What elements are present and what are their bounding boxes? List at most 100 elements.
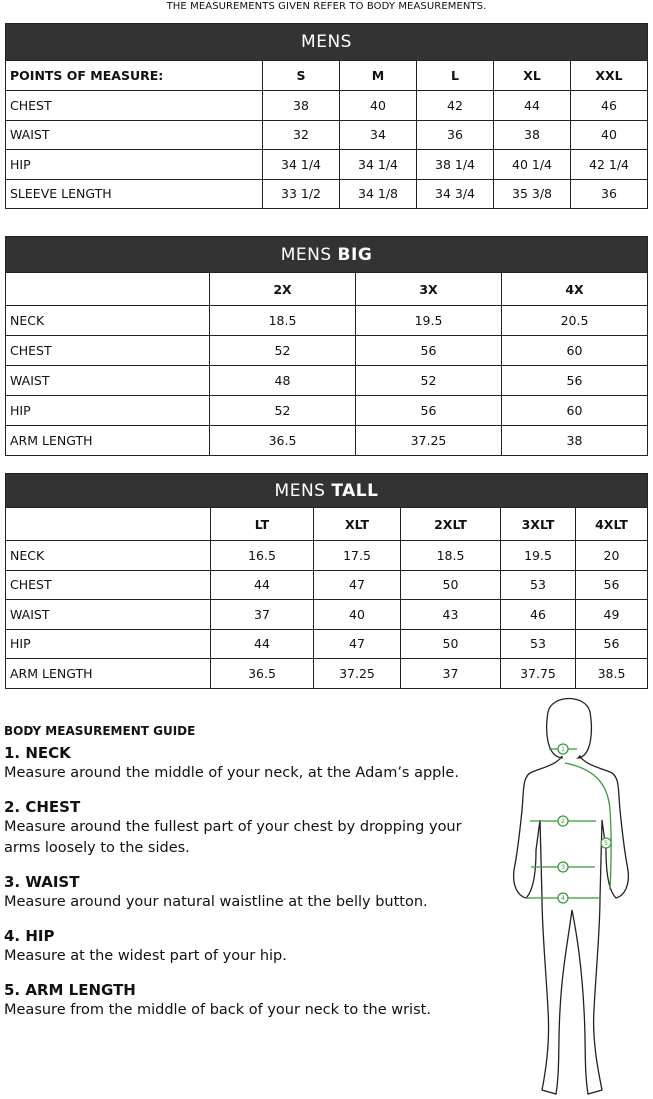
row-label: SLEEVE LENGTH — [5, 178, 263, 209]
table-row: NECK 16.5 17.5 18.5 19.5 20 — [5, 540, 648, 571]
cell: 56 — [355, 335, 502, 366]
cell: 52 — [355, 365, 502, 396]
cell: 56 — [355, 395, 502, 426]
cell: 40 — [570, 119, 648, 150]
marker-4 — [557, 892, 569, 904]
cell: 20.5 — [501, 305, 648, 336]
cell: 35 3/8 — [493, 178, 571, 209]
table-row: WAIST 37 40 43 46 49 — [5, 599, 648, 630]
marker-label: 4 — [561, 895, 565, 902]
table-row: SLEEVE LENGTH 33 1/2 34 1/8 34 3/4 35 3/8 36 — [5, 178, 648, 209]
guide-item: 3. WAIST Measure around your natural wais… — [4, 873, 484, 913]
guide-item-text: Measure at the widest part of your hip. — [4, 948, 287, 964]
table-row: WAIST 32 34 36 38 40 — [5, 119, 648, 150]
cell: 47 — [313, 628, 401, 659]
cell: 36.5 — [210, 658, 314, 689]
cell: 40 — [339, 90, 417, 121]
cell: XXL — [570, 60, 648, 91]
row-label: CHEST — [5, 90, 263, 121]
guide-item-text: Measure from the middle of back of your … — [4, 1002, 431, 1018]
cell: 44 — [210, 569, 314, 600]
cell: S — [262, 60, 340, 91]
cell: 2XLT — [400, 507, 501, 541]
row-label — [5, 507, 211, 541]
table-title: MENS BIG — [5, 236, 648, 273]
cell: 16.5 — [210, 540, 314, 571]
guide-item-heading: 2. CHEST — [4, 798, 81, 816]
cell: 3XLT — [500, 507, 576, 541]
cell: 47 — [313, 569, 401, 600]
cell: 38 — [262, 90, 340, 121]
cell: 18.5 — [400, 540, 501, 571]
cell: L — [416, 60, 494, 91]
table-row: HIP 52 56 60 — [5, 395, 648, 426]
measurement-note: THE MEASUREMENTS GIVEN REFER TO BODY MEA… — [166, 1, 487, 12]
cell: 60 — [501, 395, 648, 426]
measurement-guide: BODY MEASUREMENT GUIDE 1. NECK Measure ar… — [4, 724, 484, 1035]
row-label: CHEST — [5, 335, 210, 366]
cell: 36.5 — [209, 425, 356, 456]
table-row: POINTS OF MEASURE: S M L XL XXL — [5, 60, 648, 91]
guide-item-heading: 5. ARM LENGTH — [4, 981, 136, 999]
row-label: NECK — [5, 540, 211, 571]
row-label: HIP — [5, 395, 210, 426]
row-label: HIP — [5, 149, 263, 180]
table-row: CHEST 44 47 50 53 56 — [5, 569, 648, 600]
cell: 34 3/4 — [416, 178, 494, 209]
cell: 36 — [570, 178, 648, 209]
cell: 4XLT — [575, 507, 648, 541]
cell: 32 — [262, 119, 340, 150]
guide-item-heading: 4. HIP — [4, 927, 55, 945]
row-label: POINTS OF MEASURE: — [5, 60, 263, 91]
guide-item-text: Measure around the fullest part of your … — [4, 819, 462, 856]
row-label: WAIST — [5, 119, 263, 150]
cell: 36 — [416, 119, 494, 150]
guide-item-text: Measure around the middle of your neck, … — [4, 765, 459, 781]
table-row: ARM LENGTH 36.5 37.25 38 — [5, 425, 648, 456]
row-label — [5, 272, 210, 306]
row-label: WAIST — [5, 599, 211, 630]
cell: 46 — [500, 599, 576, 630]
row-label: HIP — [5, 628, 211, 659]
cell: 19.5 — [500, 540, 576, 571]
cell: 52 — [209, 395, 356, 426]
table-row: CHEST 38 40 42 44 46 — [5, 90, 648, 121]
cell: 56 — [575, 569, 648, 600]
cell: 34 1/8 — [339, 178, 417, 209]
cell: 37.25 — [313, 658, 401, 689]
cell: 42 1/4 — [570, 149, 648, 180]
table-row: LT XLT 2XLT 3XLT 4XLT — [5, 507, 648, 541]
marker-label: 5 — [604, 840, 608, 847]
guide-item-heading: 1. NECK — [4, 744, 71, 762]
cell: 56 — [575, 628, 648, 659]
table-row: NECK 18.5 19.5 20.5 — [5, 305, 648, 336]
cell: 38 — [493, 119, 571, 150]
cell: 53 — [500, 569, 576, 600]
cell: 56 — [501, 365, 648, 396]
cell: 34 — [339, 119, 417, 150]
cell: 53 — [500, 628, 576, 659]
cell: 49 — [575, 599, 648, 630]
cell: 18.5 — [209, 305, 356, 336]
cell: 43 — [400, 599, 501, 630]
body-figure-illustration: 1 2 3 4 5 — [512, 698, 630, 1095]
mens-size-table: MENS POINTS OF MEASURE: S M L XL XXL CHEST 38 40… — [5, 23, 648, 209]
marker-label: 2 — [561, 818, 565, 825]
cell: 34 1/4 — [262, 149, 340, 180]
guide-item-text: Measure around your natural waistline at… — [4, 894, 428, 910]
mens-big-size-table: MENS BIG 2X 3X 4X NECK 18.5 19.5 20.5 CHEST 52 56… — [5, 236, 648, 456]
cell: 37 — [210, 599, 314, 630]
cell: 38 1/4 — [416, 149, 494, 180]
cell: 3X — [355, 272, 502, 306]
cell: 44 — [210, 628, 314, 659]
cell: 42 — [416, 90, 494, 121]
marker-label: 3 — [561, 864, 565, 871]
cell: 37.75 — [500, 658, 576, 689]
cell: 48 — [209, 365, 356, 396]
cell: 19.5 — [355, 305, 502, 336]
cell: 50 — [400, 628, 501, 659]
cell: XLT — [313, 507, 401, 541]
cell: 44 — [493, 90, 571, 121]
guide-item: 5. ARM LENGTH Measure from the middle of … — [4, 981, 484, 1021]
row-label: NECK — [5, 305, 210, 336]
